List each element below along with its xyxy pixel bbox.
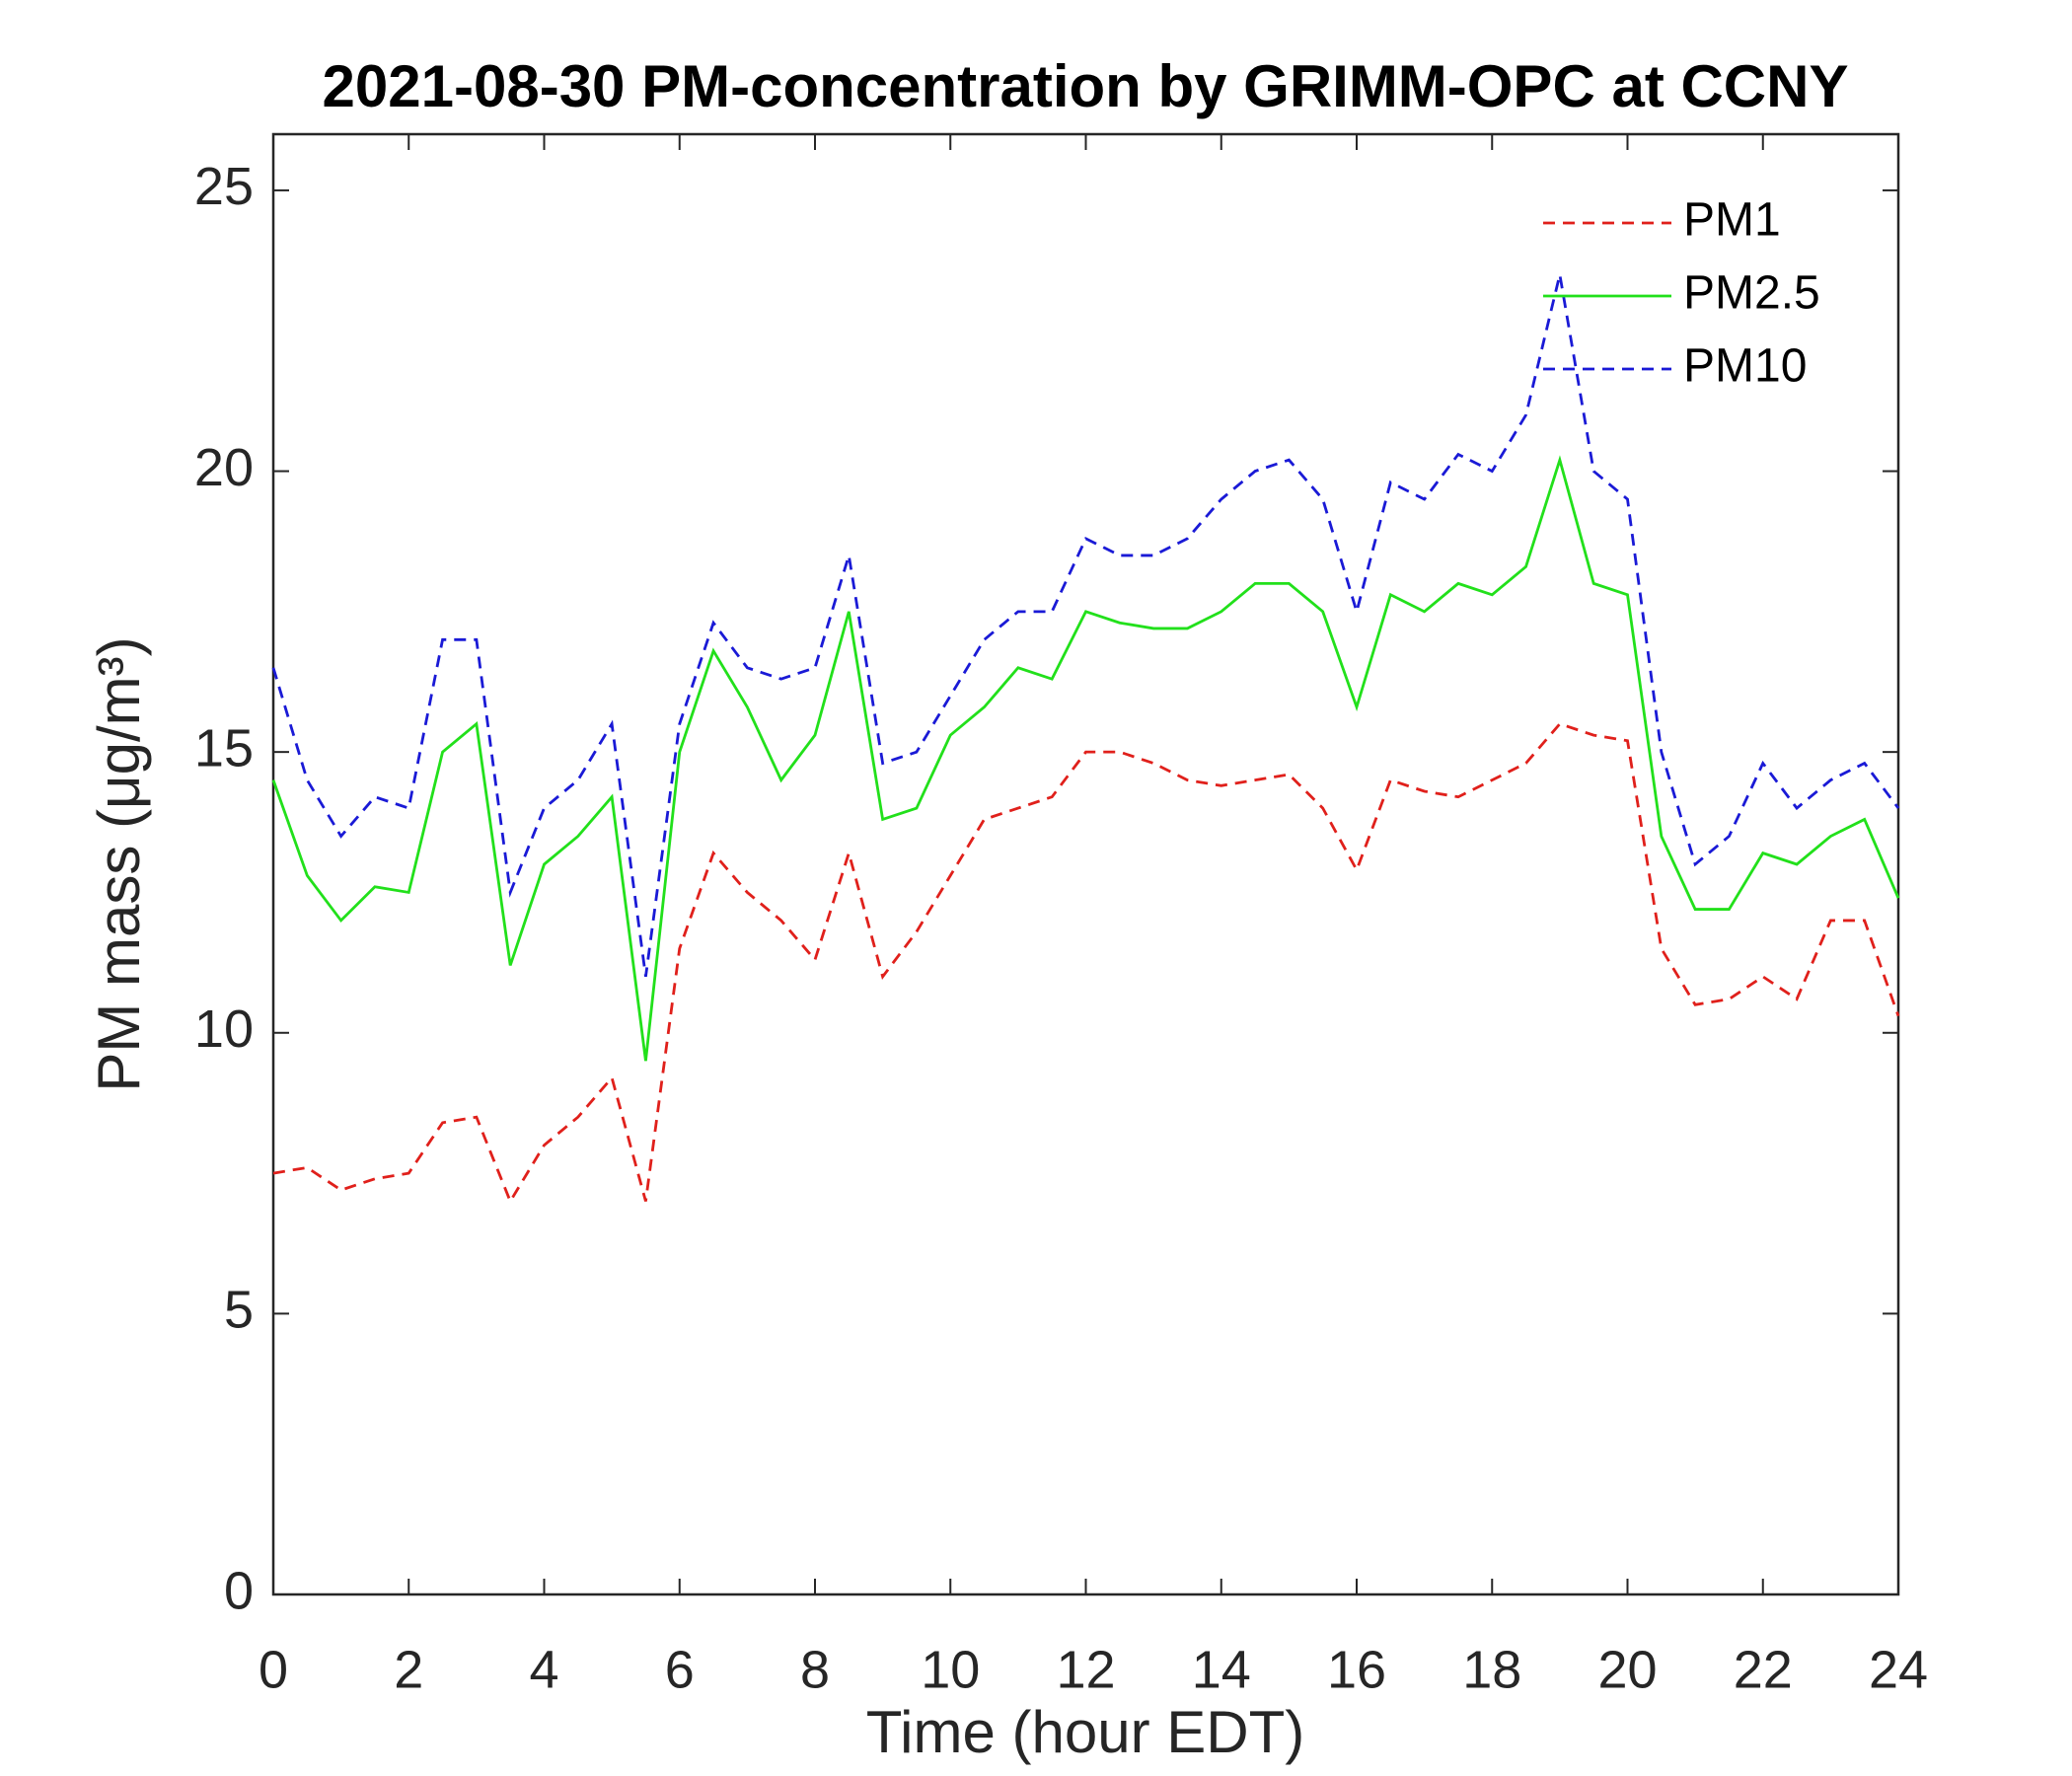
x-tick-label: 14 [1192, 1640, 1251, 1699]
x-tick-label: 4 [529, 1640, 558, 1699]
x-tick-label: 24 [1869, 1640, 1928, 1699]
x-axis-label: Time (hour EDT) [866, 1699, 1305, 1765]
legend-label: PM1 [1683, 194, 1781, 247]
y-tick-label: 10 [194, 999, 254, 1059]
x-tick-label: 2 [394, 1640, 423, 1699]
x-tick-label: 22 [1734, 1640, 1793, 1699]
y-tick-label: 20 [194, 438, 254, 497]
y-tick-label: 5 [224, 1281, 254, 1340]
plot-frame [271, 132, 1900, 1596]
x-tick-label: 20 [1597, 1640, 1657, 1699]
y-tick-label: 15 [194, 718, 254, 777]
legend-label: PM2.5 [1683, 267, 1820, 320]
x-tick-label: 0 [259, 1640, 288, 1699]
x-tick-label: 16 [1327, 1640, 1386, 1699]
x-tick-label: 18 [1462, 1640, 1521, 1699]
data-line [271, 273, 1900, 978]
legend-label: PM10 [1683, 340, 1807, 393]
x-tick-label: 10 [921, 1640, 980, 1699]
y-axis-label: PM mass (μg/m³) [86, 636, 152, 1091]
data-line [272, 722, 1900, 1205]
y-tick-label: 25 [194, 157, 254, 216]
chart-title: 2021-08-30 PM-concentration by GRIMM-OPC… [323, 53, 1849, 119]
x-tick-label: 12 [1056, 1640, 1115, 1699]
x-tick-label: 8 [800, 1640, 830, 1699]
x-tick-label: 6 [665, 1640, 695, 1699]
y-tick-label: 0 [224, 1561, 254, 1620]
data-line [271, 455, 1900, 1062]
